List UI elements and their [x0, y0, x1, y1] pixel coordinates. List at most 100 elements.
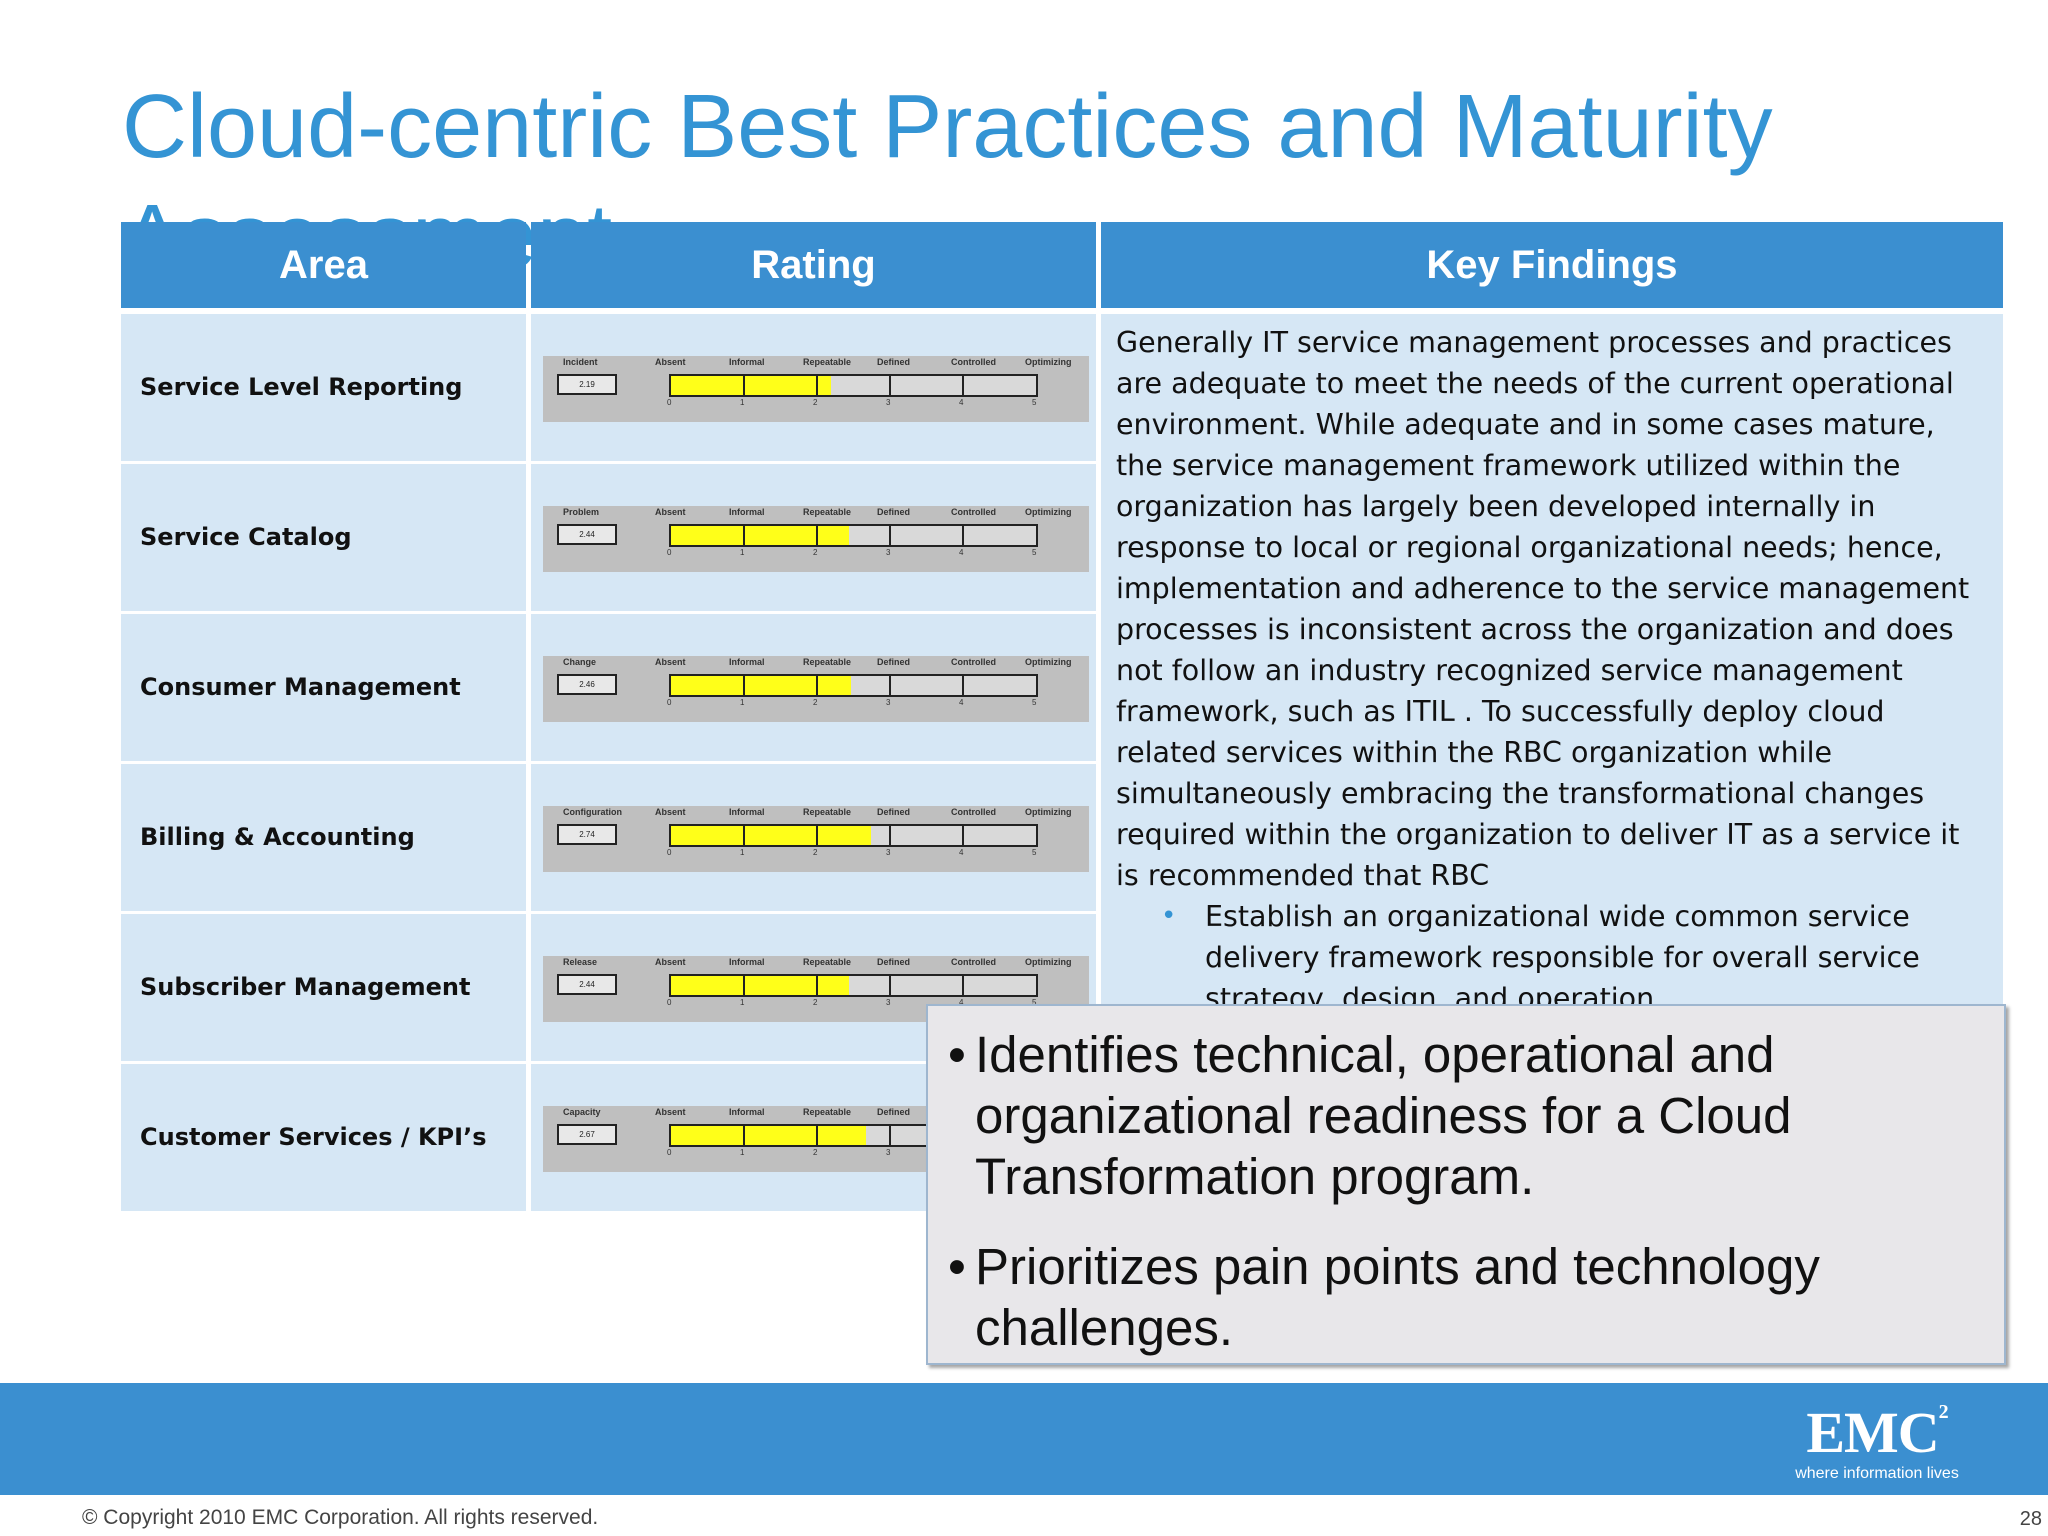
scale-number: 3 — [886, 998, 891, 1007]
scale-number: 0 — [667, 548, 672, 557]
scale-label: Repeatable — [803, 957, 852, 967]
scale-number: 0 — [667, 698, 672, 707]
scale-label: Defined — [877, 807, 911, 817]
scale-label: Defined — [877, 657, 911, 667]
score-box: 2.19 — [557, 374, 617, 395]
rating-divider — [889, 1126, 891, 1145]
rating-track — [669, 374, 1038, 397]
scale-number: 1 — [740, 698, 745, 707]
process-label: Change — [563, 657, 597, 667]
emc-logo: EMC2 where information lives — [1784, 1402, 1970, 1492]
bullet-icon: • — [1161, 901, 1177, 931]
scale-number: 2 — [813, 998, 818, 1007]
area-cell: Consumer Management — [121, 614, 526, 761]
scale-label: Repeatable — [803, 657, 852, 667]
scale-number: 4 — [959, 398, 964, 407]
scale-number: 1 — [740, 848, 745, 857]
scale-number: 0 — [667, 848, 672, 857]
scale-number: 0 — [667, 398, 672, 407]
maturity-rating-bar: Change 2.46 Absent Informal Repeatable Define… — [543, 656, 1089, 722]
rating-divider — [743, 1126, 745, 1145]
rating-divider — [889, 526, 891, 545]
rating-divider — [962, 826, 964, 845]
process-label: Incident — [563, 357, 598, 367]
rating-divider — [962, 976, 964, 995]
scale-label: Defined — [877, 507, 911, 517]
rating-divider — [816, 376, 818, 395]
area-label: Subscriber Management — [140, 973, 471, 1001]
scale-label: Absent — [655, 807, 686, 817]
scale-number: 4 — [959, 998, 964, 1007]
scale-number: 1 — [740, 548, 745, 557]
rating-cell: Incident 2.19 Absent Informal Repeatable Defi… — [531, 314, 1096, 461]
scale-label: Controlled — [951, 357, 996, 367]
score-box: 2.67 — [557, 1124, 617, 1145]
rating-divider — [743, 376, 745, 395]
rating-fill — [671, 826, 872, 845]
rating-divider — [816, 1126, 818, 1145]
scale-label: Repeatable — [803, 357, 852, 367]
scale-label: Informal — [729, 957, 765, 967]
rating-fill — [671, 976, 850, 995]
rating-divider — [889, 376, 891, 395]
scale-label: Optimizing — [1025, 957, 1072, 967]
area-cell: Service Level Reporting — [121, 314, 526, 461]
callout-bullet: • Prioritizes pain points and technology… — [948, 1238, 1820, 1356]
scale-number: 3 — [886, 848, 891, 857]
rating-divider — [962, 526, 964, 545]
scale-number: 1 — [740, 998, 745, 1007]
area-cell: Billing & Accounting — [121, 764, 526, 911]
area-cell: Service Catalog — [121, 464, 526, 611]
area-cell: Subscriber Management — [121, 914, 526, 1061]
scale-number: 0 — [667, 998, 672, 1007]
header-area: Area — [121, 222, 526, 308]
scale-number: 3 — [886, 698, 891, 707]
scale-label: Defined — [877, 357, 911, 367]
process-label: Release — [563, 957, 598, 967]
scale-label: Absent — [655, 657, 686, 667]
rating-divider — [743, 676, 745, 695]
scale-number: 5 — [1032, 848, 1037, 857]
rating-track — [669, 674, 1038, 697]
maturity-rating-bar: Configuration 2.74 Absent Informal Repeatabl… — [543, 806, 1089, 872]
maturity-rating-bar: Release 2.44 Absent Informal Repeatable Defin… — [543, 956, 1089, 1022]
scale-label: Informal — [729, 357, 765, 367]
bullet-icon: • — [948, 1026, 966, 1083]
rating-divider — [743, 976, 745, 995]
scale-label: Absent — [655, 957, 686, 967]
area-label: Service Catalog — [140, 523, 352, 551]
score-box: 2.74 — [557, 824, 617, 845]
scale-number: 5 — [1032, 698, 1037, 707]
scale-label: Repeatable — [803, 1107, 852, 1117]
rating-cell: Configuration 2.74 Absent Informal Repeatabl… — [531, 764, 1096, 911]
scale-label: Informal — [729, 657, 765, 667]
scale-number: 3 — [886, 1148, 891, 1157]
scale-number: 3 — [886, 398, 891, 407]
callout-box: • Identifies technical, operational and … — [926, 1004, 2006, 1365]
scale-label: Absent — [655, 507, 686, 517]
scale-number: 4 — [959, 698, 964, 707]
rating-track — [669, 824, 1038, 847]
bullet-icon: • — [948, 1238, 966, 1295]
header-key-findings: Key Findings — [1101, 222, 2003, 308]
scale-label: Absent — [655, 1107, 686, 1117]
score-box: 2.46 — [557, 674, 617, 695]
process-label: Capacity — [563, 1107, 601, 1117]
scale-number: 5 — [1032, 398, 1037, 407]
scale-label: Optimizing — [1025, 357, 1072, 367]
score-box: 2.44 — [557, 974, 617, 995]
footer-band — [0, 1383, 2048, 1495]
scale-label: Absent — [655, 357, 686, 367]
process-label: Problem — [563, 507, 600, 517]
findings-bullets: • Establish an organizational wide common… — [1101, 896, 2003, 1019]
scale-number: 4 — [959, 548, 964, 557]
copyright-notice: © Copyright 2010 EMC Corporation. All ri… — [82, 1506, 599, 1529]
scale-label: Optimizing — [1025, 507, 1072, 517]
scale-label: Optimizing — [1025, 657, 1072, 667]
scale-number: 2 — [813, 848, 818, 857]
scale-number: 0 — [667, 1148, 672, 1157]
scale-label: Informal — [729, 807, 765, 817]
rating-cell: Problem 2.44 Absent Informal Repeatable Defin… — [531, 464, 1096, 611]
slide-title: Cloud-centric Best Practices and Maturit… — [122, 77, 1773, 177]
area-label: Billing & Accounting — [140, 823, 415, 851]
